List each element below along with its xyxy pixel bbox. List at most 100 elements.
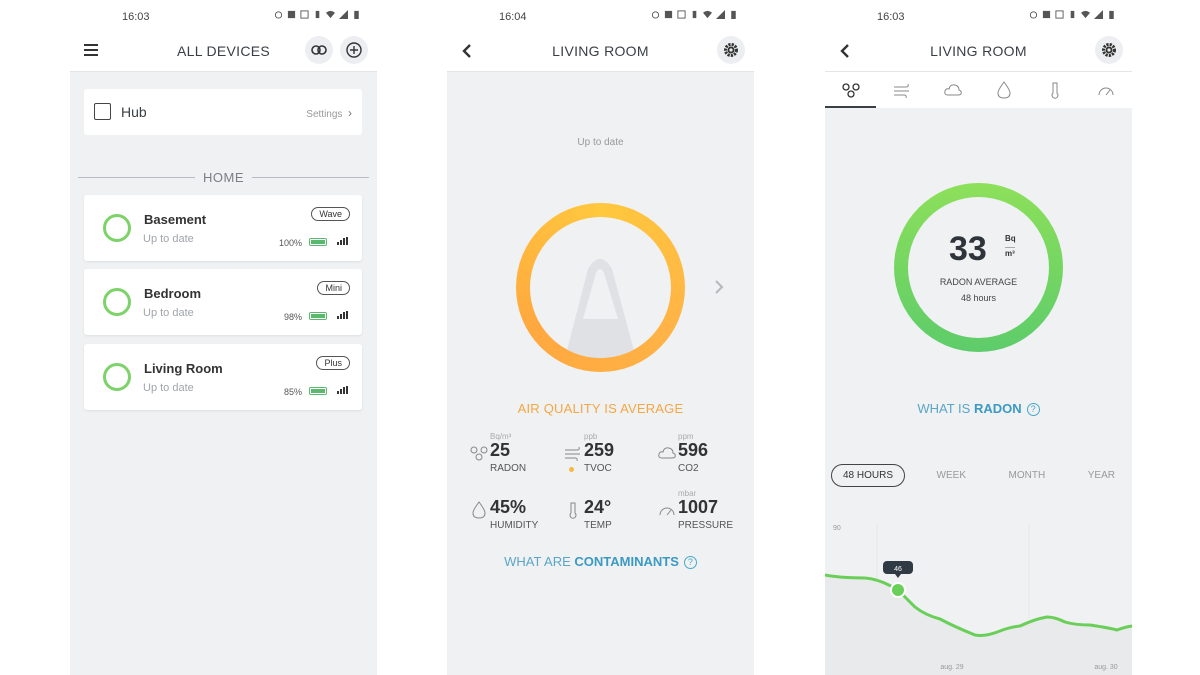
metric-tvoc[interactable]: ppb 259 TVOC [564,432,654,482]
metric-radon[interactable]: Bq/m³ 25 RADON [470,432,560,482]
range-week[interactable]: WEEK [936,469,966,481]
model-badge: Mini [317,281,350,295]
plus-circle-icon [346,42,362,58]
highlight-point[interactable] [892,584,904,596]
status-icons [1029,10,1116,19]
hub-label: Hub [121,104,147,120]
link-icon [311,45,327,55]
tab-pressure[interactable] [1081,72,1132,108]
radiation-icon [841,83,860,98]
drop-icon [472,501,486,519]
range-year[interactable]: YEAR [1087,469,1115,481]
wind-icon [893,83,909,99]
signal-icon [337,386,348,394]
nfc-icon [1042,10,1051,19]
battery-icon [309,312,327,320]
radon-line-chart[interactable]: 90 50 10 46 aug. 29 aug. 30 [825,515,1132,675]
metric-co2[interactable]: ppm 596 CO2 [658,432,748,482]
screen-icon [677,10,686,19]
wind-icon [565,446,580,462]
cell-signal-icon [1094,10,1103,19]
settings-button[interactable] [1095,36,1123,64]
cell-signal-icon [716,10,725,19]
range-48-hours[interactable]: 48 HOURS [831,463,906,487]
wifi-icon [703,10,712,19]
alarm-icon [274,11,283,19]
status-time: 16:03 [877,11,905,23]
wifi-icon [326,10,335,19]
add-device-button[interactable] [340,36,368,64]
page-title: LIVING ROOM [552,43,649,59]
tab-temperature[interactable] [1030,72,1081,108]
metric-temp[interactable]: 24° TEMP [564,489,654,539]
model-badge: Wave [311,207,350,221]
radon-value: 33 [949,230,987,268]
chevron-right-icon[interactable] [714,280,724,294]
vibrate-icon [1070,10,1075,19]
device-card-basement[interactable]: Basement Up to date Wave 100% [84,195,362,261]
sensor-tabs [825,72,1132,108]
status-icons [274,10,361,19]
status-ring [103,363,131,391]
screen-icon [300,10,309,19]
radon-unit-top: Bq [1005,234,1016,243]
battery-icon [1109,10,1114,19]
radon-average-ring: 33 Bq m³ RADON AVERAGE 48 hours [894,183,1063,352]
top-bar: ALL DEVICES [70,34,377,72]
vibrate-icon [315,10,320,19]
screen-radon-detail: 16:03 LIVING ROOM [825,0,1132,675]
thermometer-icon [569,502,577,519]
device-status: Up to date [143,382,194,394]
x-tick-aug-30: aug. 30 [1094,664,1117,671]
radon-label: RADON AVERAGE [939,277,1018,287]
radon-info-link[interactable]: WHAT IS RADON? [825,401,1132,416]
device-card-bedroom[interactable]: Bedroom Up to date Mini 98% [84,269,362,335]
back-icon[interactable] [459,42,475,60]
tab-humidity[interactable] [979,72,1030,108]
cell-signal-icon [339,10,348,19]
contaminants-info-link[interactable]: WHAT ARE CONTAMINANTS? [447,554,754,569]
radiation-icon [470,446,488,461]
model-badge: Plus [316,356,350,370]
hub-card[interactable]: Hub Settings › [84,89,362,135]
metric-humidity[interactable]: 45% HUMIDITY [470,489,560,539]
page-title: LIVING ROOM [930,43,1027,59]
cloud-icon [658,447,676,459]
menu-icon[interactable] [84,44,98,56]
battery-percent: 85% [283,387,302,397]
alarm-icon [651,11,660,19]
status-ring [103,214,131,242]
status-ring [103,288,131,316]
tab-radon[interactable] [825,72,877,108]
device-name: Basement [144,212,207,227]
device-status: Up to date [143,307,194,319]
battery-icon [731,10,736,19]
settings-button[interactable] [717,36,745,64]
top-bar: LIVING ROOM [825,34,1132,72]
device-card-living-room[interactable]: Living Room Up to date Plus 85% [84,344,362,410]
battery-percent: 100% [278,238,302,248]
hub-settings-link[interactable]: Settings › [306,106,352,120]
status-bar: 16:04 [447,0,754,34]
tab-co2[interactable] [927,72,978,108]
y-tick-90: 90 [833,525,841,532]
cloud-icon [944,84,962,96]
nfc-icon [287,10,296,19]
status-time: 16:04 [499,11,527,23]
battery-percent: 98% [283,312,302,322]
range-month[interactable]: MONTH [1008,469,1046,481]
wifi-icon [1081,10,1090,19]
metric-pressure[interactable]: mbar 1007 PRESSURE [658,489,748,539]
link-button[interactable] [305,36,333,64]
battery-icon [354,10,359,19]
gauge-icon [1098,87,1114,96]
gauge-icon [659,507,675,516]
tab-tvoc[interactable] [876,72,927,108]
battery-icon [309,387,327,395]
status-bar: 16:03 [70,0,377,34]
status-icons [651,10,738,19]
status-dot [569,467,574,472]
tooltip-value: 46 [894,566,902,573]
radon-unit-bottom: m³ [1005,247,1015,258]
back-icon[interactable] [837,42,853,60]
